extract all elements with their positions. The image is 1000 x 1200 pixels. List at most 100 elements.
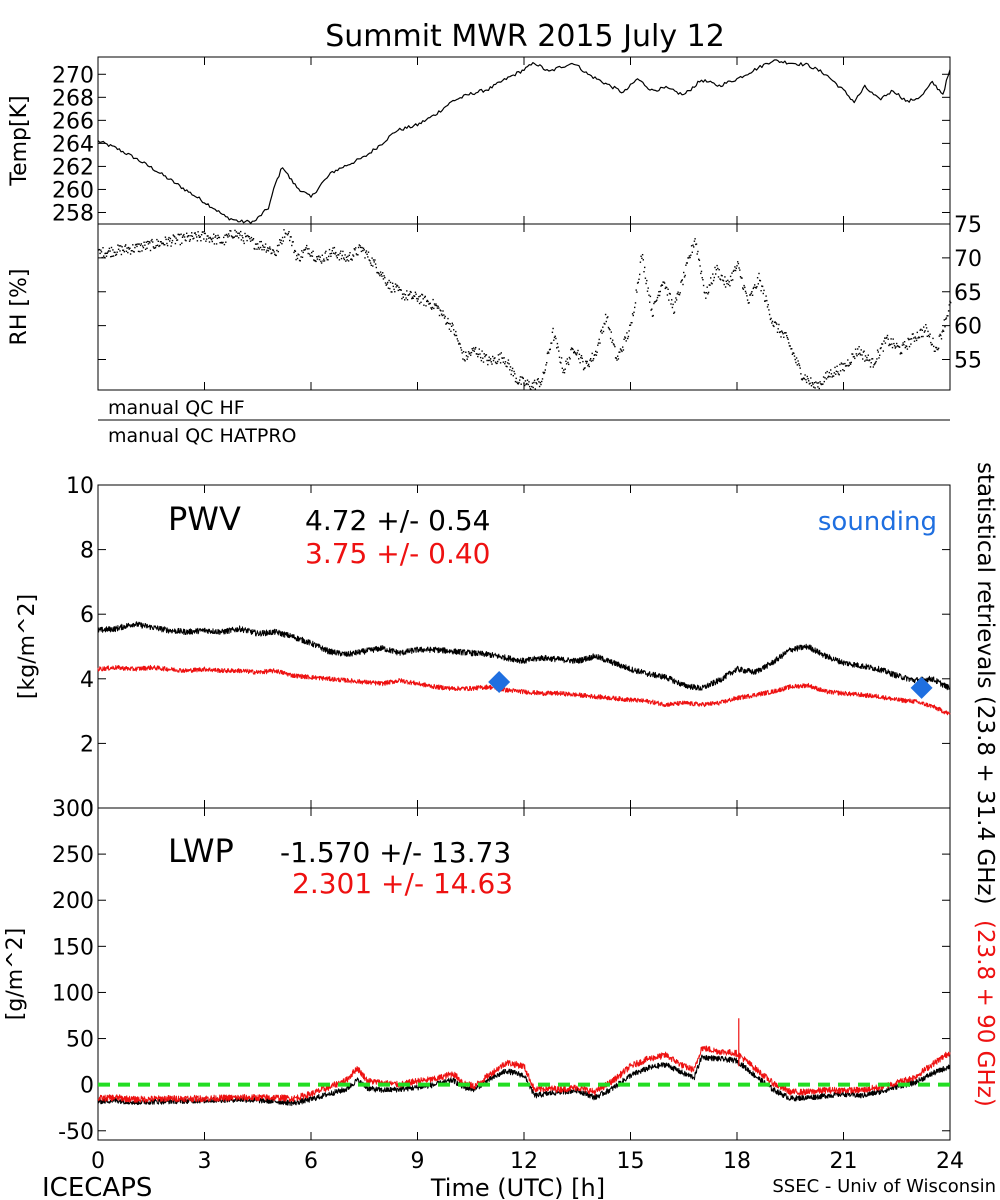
- rh-point: [523, 383, 525, 385]
- rh-point: [763, 289, 765, 292]
- rh-point: [244, 232, 246, 235]
- rh-point: [822, 376, 825, 378]
- rh-point: [371, 257, 373, 259]
- rh-point: [112, 255, 115, 257]
- rh-point: [839, 363, 841, 366]
- rh-point: [425, 305, 427, 307]
- rh-point: [795, 357, 798, 359]
- rh-point: [596, 351, 598, 353]
- rh-point: [732, 270, 735, 272]
- rh-point: [668, 292, 671, 295]
- rh-point: [304, 248, 306, 251]
- rh-point: [813, 382, 816, 384]
- rh-point: [252, 238, 255, 240]
- rh-point: [563, 369, 565, 371]
- rh-point: [801, 379, 803, 381]
- rh-point: [622, 349, 625, 351]
- rh-point: [364, 257, 366, 259]
- temp-series-line: [97, 59, 951, 224]
- rh-point: [485, 354, 488, 356]
- rh-point: [699, 265, 701, 267]
- pwv-ytick-label: 0: [80, 797, 94, 822]
- rh-point: [854, 357, 856, 360]
- rh-point: [950, 301, 952, 304]
- rh-point: [592, 358, 595, 360]
- rh-point: [724, 286, 727, 288]
- rh-point: [190, 235, 192, 237]
- rh-point: [143, 241, 145, 243]
- rh-point: [869, 366, 872, 368]
- rh-point: [467, 356, 469, 358]
- rh-point: [461, 352, 463, 354]
- rh-point: [739, 276, 742, 278]
- rh-point: [779, 331, 781, 333]
- rh-point: [547, 351, 549, 353]
- rh-point: [565, 360, 567, 362]
- rh-point: [191, 235, 194, 237]
- temp-ytick-label: 268: [52, 86, 94, 111]
- rh-point: [876, 349, 879, 351]
- rh-point: [353, 248, 355, 250]
- rh-point: [681, 279, 683, 281]
- rh-point: [819, 381, 821, 383]
- rh-point: [789, 345, 791, 347]
- rh-point: [129, 253, 132, 255]
- rh-point: [811, 382, 813, 384]
- rh-point: [829, 376, 831, 378]
- rh-point: [290, 236, 292, 238]
- rh-point: [273, 251, 275, 253]
- rh-point: [876, 358, 878, 360]
- rh-point: [448, 322, 450, 325]
- rh-point: [841, 363, 843, 365]
- rh-point: [514, 373, 516, 375]
- rh-point: [412, 297, 414, 299]
- rh-point: [285, 233, 287, 235]
- rh-point: [534, 388, 536, 390]
- rh-point: [272, 249, 275, 251]
- rh-point: [878, 357, 880, 359]
- rh-point: [701, 277, 703, 279]
- rh-point: [836, 365, 838, 367]
- rh-point: [200, 240, 202, 242]
- rh-point: [276, 244, 279, 247]
- temp-ytick-label: 262: [52, 155, 94, 180]
- rh-point: [893, 345, 896, 347]
- rh-point: [615, 357, 617, 359]
- rh-point: [318, 255, 320, 257]
- rh-point: [150, 240, 152, 242]
- rh-point: [497, 354, 500, 356]
- rh-point: [775, 322, 777, 324]
- rh-point: [186, 232, 188, 234]
- rh-point: [880, 347, 882, 349]
- rh-point: [814, 387, 816, 389]
- rh-point: [599, 342, 601, 344]
- rh-point: [750, 292, 752, 295]
- rh-point: [810, 385, 813, 387]
- rh-point: [867, 354, 869, 356]
- rh-point: [235, 235, 237, 237]
- rh-point: [186, 236, 189, 238]
- rh-point: [242, 237, 244, 239]
- rh-point: [576, 352, 578, 354]
- rh-point: [654, 301, 656, 303]
- rh-point: [237, 232, 239, 234]
- rh-point: [308, 253, 311, 255]
- rh-point: [525, 383, 527, 386]
- rh-point: [482, 361, 485, 363]
- rh-point: [436, 307, 439, 309]
- rh-point: [207, 235, 209, 237]
- rh-point: [661, 284, 664, 286]
- rh-point: [558, 350, 560, 352]
- rh-point: [333, 252, 335, 254]
- rh-point: [245, 235, 248, 237]
- rh-point: [527, 383, 529, 386]
- rh-point: [568, 356, 571, 359]
- rh-ytick-label: 75: [954, 213, 982, 238]
- rh-point: [354, 249, 356, 251]
- rh-point: [352, 254, 354, 256]
- rh-point: [745, 292, 747, 294]
- rh-point: [394, 291, 396, 293]
- rh-point: [369, 260, 371, 262]
- rh-point: [365, 250, 368, 252]
